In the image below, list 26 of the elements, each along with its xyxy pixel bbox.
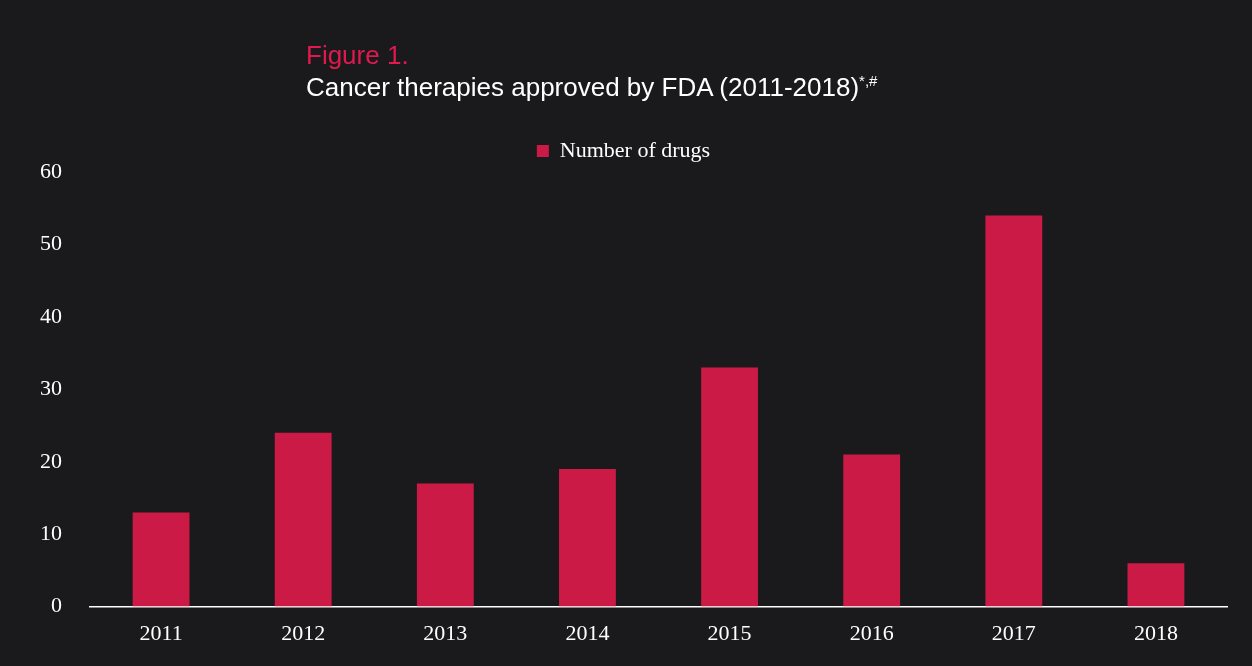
bar bbox=[132, 512, 190, 607]
y-tick-label: 30 bbox=[40, 375, 62, 401]
x-tick-label: 2017 bbox=[991, 619, 1036, 645]
x-tick-label: 2014 bbox=[565, 619, 610, 645]
bar bbox=[559, 468, 616, 607]
chart-subtitle: Cancer therapies approved by FDA (2011-2018)$^{*,#}$ bbox=[306, 72, 878, 103]
y-tick-label: 50 bbox=[40, 230, 62, 256]
y-tick-label: 0 bbox=[51, 592, 62, 618]
x-tick-label: 2011 bbox=[139, 619, 183, 645]
bar bbox=[416, 483, 474, 607]
x-tick-label: 2015 bbox=[707, 619, 752, 645]
x-tick-label: 2013 bbox=[423, 619, 468, 645]
legend-label: Number of drugs bbox=[559, 136, 711, 162]
bar bbox=[843, 454, 901, 607]
bar bbox=[274, 432, 332, 607]
y-tick-label: 20 bbox=[40, 447, 62, 473]
chart-title: Figure 1. bbox=[306, 40, 409, 71]
y-tick-label: 10 bbox=[40, 519, 62, 545]
bar bbox=[701, 367, 758, 607]
bar bbox=[985, 215, 1043, 607]
bar bbox=[1127, 563, 1185, 607]
x-tick-label: 2016 bbox=[849, 619, 894, 645]
y-tick-label: 60 bbox=[40, 157, 62, 183]
y-tick-label: 40 bbox=[40, 302, 62, 328]
x-tick-label: 2012 bbox=[281, 619, 326, 645]
x-tick-label: 2018 bbox=[1133, 619, 1178, 645]
